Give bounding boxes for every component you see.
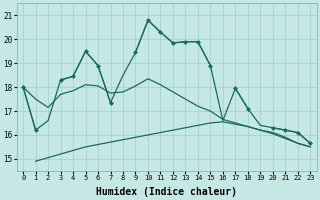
X-axis label: Humidex (Indice chaleur): Humidex (Indice chaleur) bbox=[96, 186, 237, 197]
